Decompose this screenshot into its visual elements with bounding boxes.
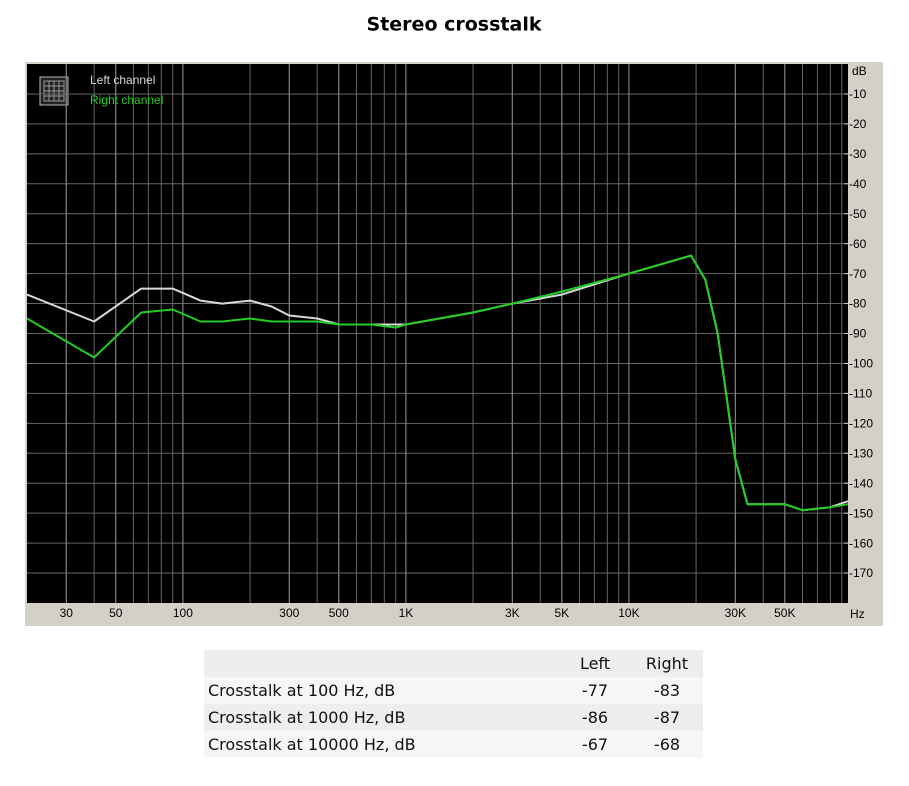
col-header: Left <box>579 654 611 673</box>
table-row: Crosstalk at 10000 Hz, dB -67 -68 <box>204 731 703 758</box>
x-tick-label: 300 <box>279 606 299 620</box>
x-tick-label: 100 <box>173 606 193 620</box>
col-header: Right <box>645 654 689 673</box>
results-table: Left Right Crosstalk at 100 Hz, dB -77 -83 … <box>204 650 703 758</box>
y-tick-label: -90 <box>849 327 867 341</box>
legend-label: Left channel <box>90 73 155 87</box>
x-tick-label: 50K <box>774 606 795 620</box>
x-tick-label: 1K <box>399 606 414 620</box>
y-tick-label: -70 <box>849 267 867 281</box>
table-row: Crosstalk at 1000 Hz, dB -86 -87 <box>204 704 703 731</box>
cell: -77 <box>581 681 609 700</box>
y-tick-label: -10 <box>849 87 867 101</box>
legend-label: Right channel <box>90 93 163 107</box>
y-tick-label: -80 <box>849 297 867 311</box>
legend-icon-grid <box>43 80 65 102</box>
x-tick-label: 500 <box>329 606 349 620</box>
x-unit: Hz <box>850 607 865 621</box>
y-tick-label: -60 <box>849 237 867 251</box>
x-tick-label: 50 <box>109 606 123 620</box>
y-tick-label: -20 <box>849 117 867 131</box>
x-tick-label: 10K <box>618 606 639 620</box>
y-tick-label: -170 <box>849 566 873 580</box>
cell: -86 <box>581 708 609 727</box>
row-label: Crosstalk at 1000 Hz, dB <box>208 708 406 727</box>
chart: Stereo crosstalk dB Hz -10 -20 -30 -40 -50 -6… <box>25 14 883 626</box>
y-unit: dB <box>852 64 867 78</box>
row-label: Crosstalk at 100 Hz, dB <box>208 681 396 700</box>
row-label: Crosstalk at 10000 Hz, dB <box>208 735 416 754</box>
table-header: Left Right <box>204 650 703 677</box>
y-tick-label: -140 <box>849 476 873 490</box>
cell: -67 <box>581 735 609 754</box>
cell: -87 <box>653 708 681 727</box>
x-tick-label: 30K <box>725 606 746 620</box>
y-tick-label: -130 <box>849 446 873 460</box>
y-tick-label: -40 <box>849 177 867 191</box>
table-row: Crosstalk at 100 Hz, dB -77 -83 <box>204 677 703 704</box>
y-tick-label: -100 <box>849 357 873 371</box>
y-tick-label: -50 <box>849 207 867 221</box>
y-tick-label: -160 <box>849 536 873 550</box>
cell: -68 <box>653 735 681 754</box>
legend <box>39 76 69 106</box>
cell: -83 <box>653 681 681 700</box>
y-tick-label: -30 <box>849 147 867 161</box>
x-tick-label: 5K <box>554 606 569 620</box>
x-tick-label: 30 <box>60 606 74 620</box>
chart-title: Stereo crosstalk <box>367 14 542 36</box>
x-tick-label: 3K <box>505 606 520 620</box>
series-line <box>26 254 849 512</box>
y-tick-label: -150 <box>849 506 873 520</box>
y-tick-label: -120 <box>849 417 873 431</box>
y-tick-label: -110 <box>849 387 872 401</box>
